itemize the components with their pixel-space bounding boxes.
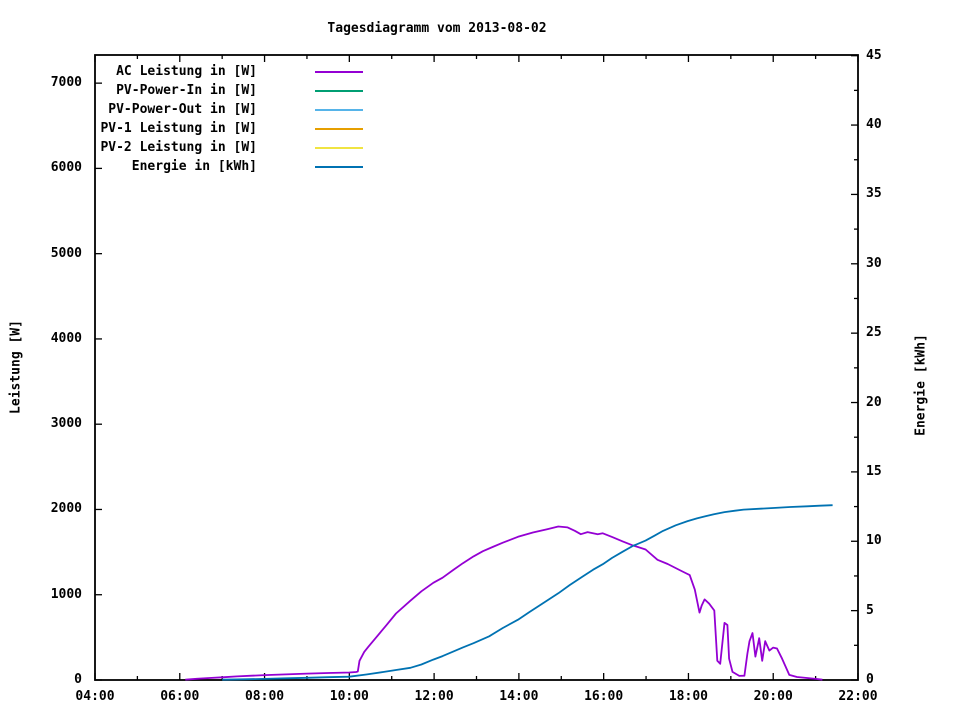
legend-label-pv-1-leistung: PV-1 Leistung in [W] bbox=[100, 120, 257, 136]
legend-line-ac-leistung bbox=[315, 70, 363, 73]
x-tick-label: 08:00 bbox=[244, 689, 285, 704]
legend-label-pv-2-leistung: PV-2 Leistung in [W] bbox=[100, 139, 257, 155]
legend-line-pv-2-leistung bbox=[315, 146, 363, 149]
legend-line-pv-power-out bbox=[315, 108, 363, 111]
legend-label-pv-power-out: PV-Power-Out in [W] bbox=[108, 101, 257, 117]
right-tick-label: 30 bbox=[866, 255, 882, 271]
left-tick-label: 6000 bbox=[50, 160, 82, 176]
legend-line-pv-1-leistung bbox=[315, 127, 363, 130]
left-tick-label: 3000 bbox=[50, 416, 82, 432]
x-tick-label: 14:00 bbox=[499, 689, 539, 704]
right-tick-label: 40 bbox=[866, 117, 882, 133]
right-tick-label: 10 bbox=[866, 533, 882, 549]
right-tick-label: 45 bbox=[866, 47, 882, 63]
x-tick-label: 18:00 bbox=[668, 689, 708, 704]
legend-label-energie: Energie in [kWh] bbox=[131, 158, 257, 174]
right-tick-label: 15 bbox=[866, 463, 882, 479]
x-tick-label: 16:00 bbox=[584, 689, 624, 704]
right-tick-label: 25 bbox=[866, 325, 882, 341]
legend-label-pv-power-in: PV-Power-In in [W] bbox=[116, 82, 257, 98]
series-line-energie bbox=[222, 504, 833, 681]
x-tick-label: 06:00 bbox=[160, 689, 200, 704]
x-tick-label: 12:00 bbox=[414, 689, 454, 704]
x-tick-label: 10:00 bbox=[329, 689, 369, 704]
chart-title: Tagesdiagramm vom 2013-08-02 bbox=[327, 21, 547, 36]
left-tick-label: 4000 bbox=[50, 330, 82, 346]
right-tick-label: 20 bbox=[866, 394, 882, 410]
left-tick-label: 7000 bbox=[50, 75, 82, 91]
right-tick-label: 35 bbox=[866, 186, 882, 202]
left-tick-label: 5000 bbox=[50, 245, 82, 261]
right-tick-label: 5 bbox=[866, 602, 874, 618]
right-tick-label: 0 bbox=[866, 672, 874, 687]
legend-line-pv-power-in bbox=[315, 89, 363, 92]
left-tick-label: 2000 bbox=[50, 501, 82, 517]
x-tick-label: 20:00 bbox=[753, 689, 793, 704]
series-line-ac-leistung bbox=[185, 525, 823, 681]
legend-line-energie bbox=[315, 165, 363, 168]
legend-label-ac-leistung: AC Leistung in [W] bbox=[116, 63, 257, 79]
x-tick-label: 22:00 bbox=[838, 689, 878, 704]
left-tick-label: 1000 bbox=[50, 586, 82, 602]
left-tick-label: 0 bbox=[74, 672, 82, 687]
x-tick-label: 04:00 bbox=[75, 689, 115, 704]
